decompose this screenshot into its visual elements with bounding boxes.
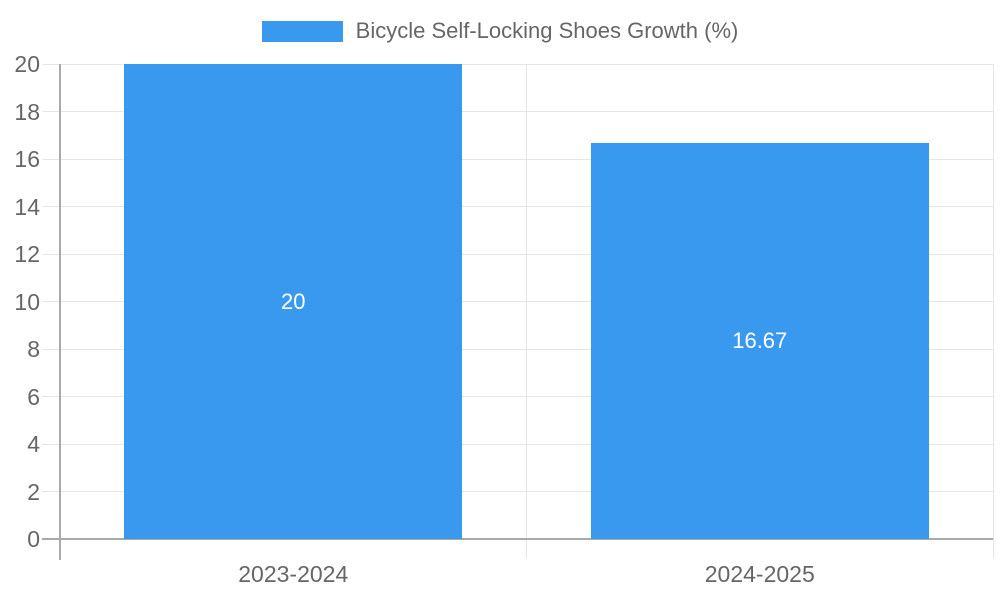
y-tick-label: 16	[14, 146, 40, 172]
y-gridline	[42, 253, 993, 255]
y-gridline	[42, 206, 993, 207]
y-tick-label: 6	[27, 383, 40, 410]
x-splitline	[526, 64, 527, 558]
legend[interactable]: Bicycle Self-Locking Shoes Growth (%)	[0, 18, 1000, 44]
x-tick-label: 2024-2025	[704, 561, 815, 587]
y-tick-label: 0	[27, 526, 40, 552]
y-gridline	[42, 158, 993, 160]
y-tick-label: 14	[14, 193, 40, 220]
y-tick-label: 20	[14, 51, 40, 77]
y-tick-label: 18	[14, 98, 40, 125]
y-gridline	[42, 63, 993, 65]
y-tick-label: 8	[27, 336, 40, 362]
y-tick-label: 10	[14, 288, 40, 315]
bar[interactable]	[590, 143, 929, 539]
bar-value-label: 20	[281, 288, 306, 314]
x-splitline	[992, 64, 994, 558]
y-tick-label: 2	[27, 478, 40, 505]
y-axis-line	[59, 64, 61, 560]
x-axis-line	[42, 538, 993, 540]
y-gridline	[42, 443, 993, 445]
y-tick-label: 12	[14, 241, 40, 267]
legend-label: Bicycle Self-Locking Shoes Growth (%)	[355, 18, 739, 43]
y-gridline	[42, 301, 993, 302]
y-tick-label: 4	[27, 431, 40, 457]
y-gridline	[42, 491, 993, 492]
bar-value-label: 16.67	[732, 328, 788, 354]
bar[interactable]	[124, 64, 463, 539]
y-gridline	[42, 348, 993, 350]
legend-swatch-icon	[261, 20, 343, 42]
y-gridline	[42, 396, 993, 397]
y-gridline	[42, 111, 993, 112]
x-tick-label: 2023-2024	[238, 561, 349, 587]
